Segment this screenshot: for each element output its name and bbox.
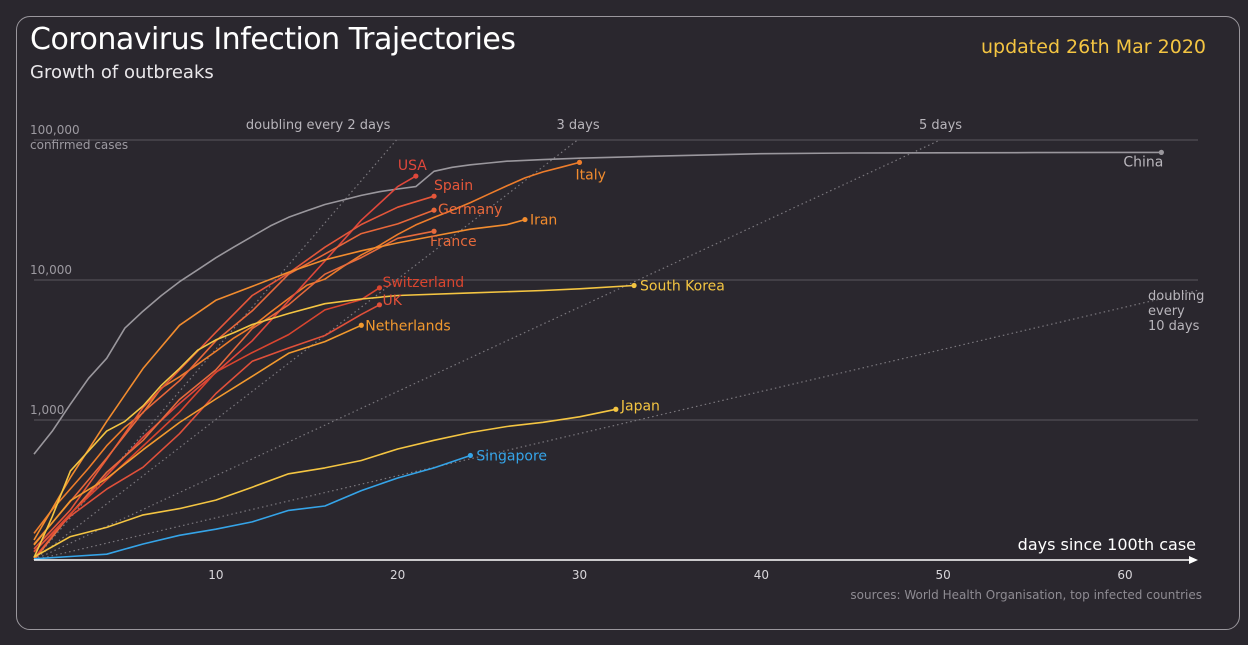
series-lines — [33, 149, 1164, 561]
doubling-guide-label: 3 days — [557, 118, 600, 133]
series-end-dot — [522, 216, 528, 223]
x-tick-label: 20 — [390, 568, 405, 582]
series-end-dot — [1158, 149, 1164, 155]
x-axis-label: days since 100th case — [1018, 535, 1196, 554]
series-label-spain: Spain — [434, 178, 473, 194]
x-axis: days since 100th case 10 20 30 40 50 60 — [34, 535, 1198, 582]
doubling-guide-label: every — [1148, 304, 1185, 319]
series-line-uk — [33, 304, 380, 553]
series-line-italy — [33, 161, 580, 534]
series-end-dot — [413, 173, 419, 179]
x-tick-label: 10 — [208, 568, 223, 582]
series-label-uk: UK — [382, 293, 402, 309]
series-label-japan: Japan — [620, 398, 660, 414]
series-end-dot — [376, 302, 383, 308]
series-line-singapore — [33, 454, 471, 560]
doubling-guide-label: doubling every 2 days — [246, 118, 391, 133]
series-label-usa: USA — [398, 158, 427, 174]
updated-date: updated 26th Mar 2020 — [981, 36, 1206, 58]
series-line-china — [33, 151, 1162, 455]
doubling-guide-line — [33, 289, 1198, 561]
y-axis-caption: confirmed cases — [30, 138, 128, 152]
chart-subtitle: Growth of outbreaks — [30, 62, 214, 83]
doubling-guides: doubling every 2 days 3 days 5 days doublin… — [33, 118, 1204, 561]
chart-title: Coronavirus Infection Trajectories — [30, 22, 516, 57]
series-label-germany: Germany — [438, 202, 502, 218]
series-line-usa — [33, 175, 417, 559]
doubling-guide-line — [33, 139, 579, 561]
series-end-dot — [376, 285, 383, 291]
series-end-dot — [358, 322, 364, 328]
series-line-iran — [33, 218, 526, 541]
doubling-guide-label: 10 days — [1148, 319, 1200, 334]
x-tick-label: 40 — [754, 568, 769, 582]
series-line-japan — [33, 408, 617, 558]
chart-frame — [16, 16, 1240, 630]
y-tick-label: 1,000 — [30, 403, 64, 417]
series-label-netherlands: Netherlands — [365, 318, 450, 334]
series-end-dot — [613, 406, 619, 412]
series-line-france — [33, 230, 435, 561]
series-label-china: China — [1123, 154, 1163, 170]
y-tick-label: 100,000 — [30, 123, 80, 137]
source-note: sources: World Health Organisation, top … — [850, 588, 1202, 602]
series-label-singapore: Singapore — [476, 448, 547, 464]
series-end-dot — [431, 207, 437, 213]
series-label-france: France — [430, 234, 477, 250]
series-line-germany — [33, 209, 435, 545]
doubling-guide-label: doubling — [1148, 289, 1204, 304]
y-tick-label: 10,000 — [30, 263, 72, 277]
x-tick-label: 50 — [936, 568, 951, 582]
series-label-italy: Italy — [576, 167, 606, 183]
series-end-dot — [576, 159, 583, 166]
series-labels: China Italy USA Spain Germany France Iran Switz… — [365, 154, 1163, 464]
series-end-dot — [431, 228, 437, 234]
series-end-dot — [631, 282, 637, 289]
series-end-dot — [467, 452, 473, 459]
x-tick-label: 30 — [572, 568, 587, 582]
series-line-spain — [33, 195, 435, 550]
series-line-netherlands — [33, 324, 362, 546]
series-label-south-korea: South Korea — [640, 278, 725, 294]
series-end-dot — [431, 193, 437, 199]
doubling-guide-label: 5 days — [919, 118, 962, 133]
series-line-switzerland — [33, 287, 380, 553]
series-label-switzerland: Switzerland — [382, 275, 464, 291]
x-axis-arrow-icon — [1189, 556, 1198, 564]
series-label-iran: Iran — [530, 213, 557, 229]
series-line-south-korea — [33, 284, 635, 558]
x-tick-label: 60 — [1117, 568, 1132, 582]
